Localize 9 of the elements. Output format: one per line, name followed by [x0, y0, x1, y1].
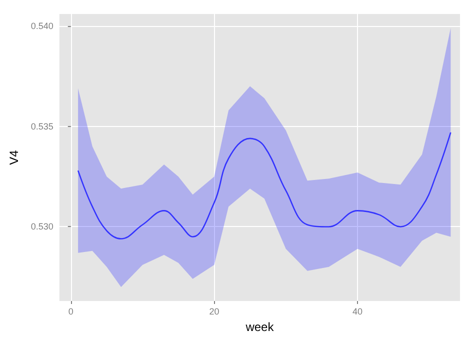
x-axis-title: week — [244, 320, 275, 334]
y-tick-label: 0.530 — [30, 222, 54, 232]
y-tick-label: 0.535 — [30, 121, 54, 132]
x-tick-label: 0 — [68, 306, 74, 316]
line-series — [77, 132, 452, 240]
x-tick-label: 20 — [209, 306, 220, 316]
y-axis-title: V4 — [7, 150, 21, 165]
y-tick-label: 0.540 — [30, 21, 54, 32]
x-tick-label: 40 — [352, 306, 363, 316]
